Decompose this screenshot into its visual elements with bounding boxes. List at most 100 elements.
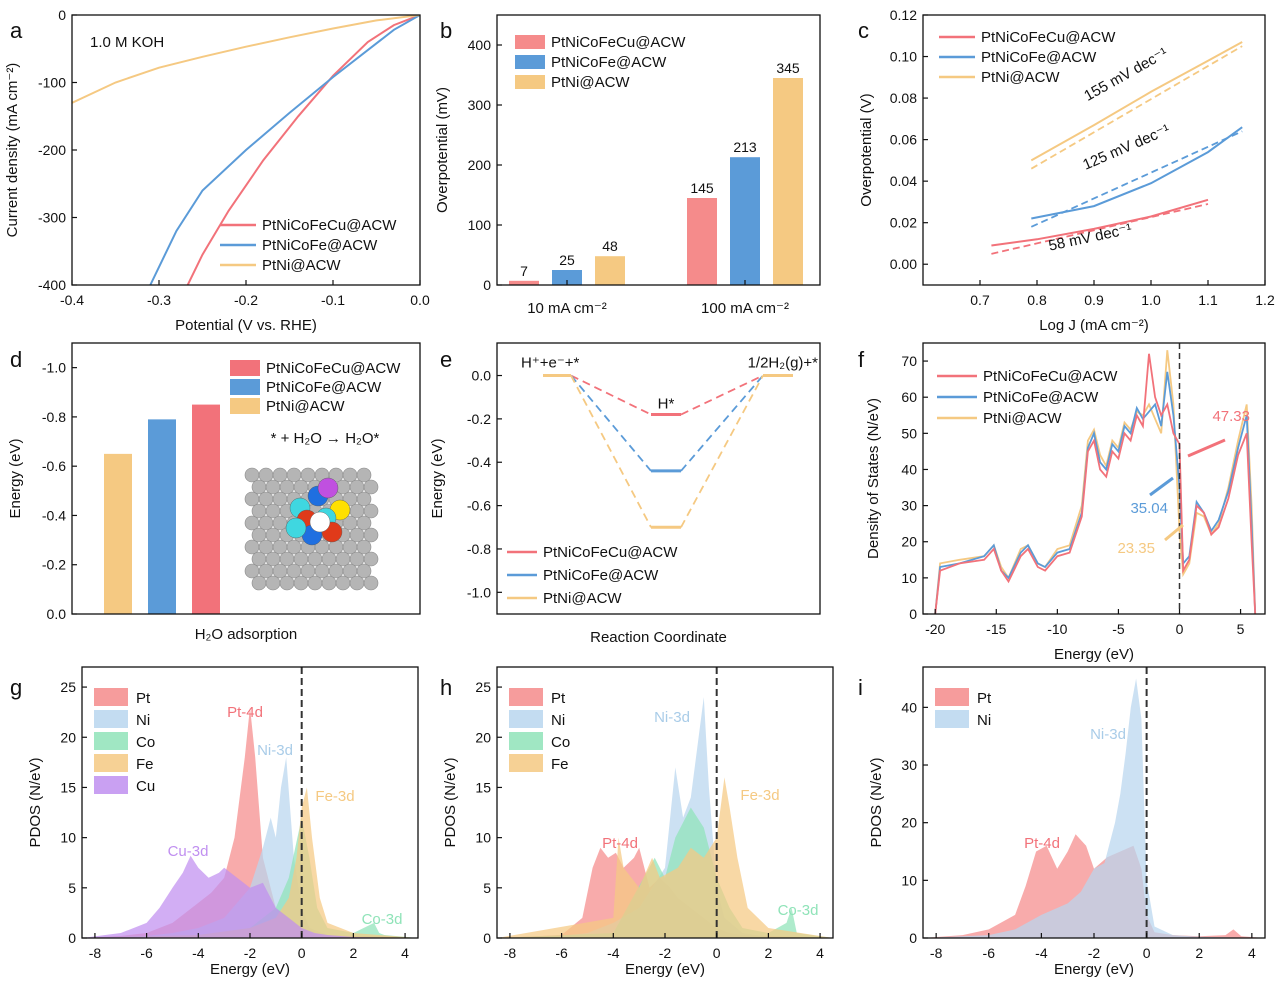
surface-atom [349, 575, 365, 591]
bar-value-label: 7 [520, 263, 528, 279]
y-tick-label: 0.12 [890, 7, 917, 23]
legend-label: Fe [136, 756, 154, 773]
legend-label: PtNiCoFeCu@ACW [543, 544, 678, 561]
surface-atom [272, 563, 288, 579]
fermi-value-label: 35.04 [1130, 500, 1168, 517]
surface-atom [363, 551, 379, 567]
y-tick-label: 0.10 [890, 49, 917, 65]
legend-swatch-Ni [509, 710, 543, 728]
surface-atom [272, 539, 288, 555]
bar-PtNiCoFe@ACW-0 [552, 270, 582, 285]
surface-atom [251, 503, 267, 519]
legend-label: PtNiCoFeCu@ACW [983, 368, 1118, 385]
bar-PtNi@ACW [104, 453, 132, 614]
y-tick-label: 60 [901, 389, 917, 405]
y-tick-label: 0.08 [890, 90, 917, 106]
surface-atom [363, 479, 379, 495]
y-tick-label: 0.00 [890, 256, 917, 272]
y-tick-label: 40 [901, 461, 917, 477]
x-axis-label: Log J (mA cm⁻²) [1039, 317, 1149, 334]
tafel-fit-PtNiCoFe@ACW [1030, 130, 1243, 228]
y-tick-label: 20 [475, 729, 491, 745]
surface-atom [265, 503, 281, 519]
x-tick-label: -6 [555, 945, 568, 961]
pdos-area-Pt [82, 707, 418, 938]
surface-atom [356, 491, 372, 507]
surface-atom [328, 563, 344, 579]
tafel-line-PtNi@ACW [1030, 41, 1243, 162]
y-axis-label: Overpotential (V) [858, 93, 875, 206]
state-label: H⁺+e⁻+* [521, 355, 580, 372]
legend-swatch-Co [509, 732, 543, 750]
y-tick-label: 25 [60, 679, 76, 695]
panel-label-e: e [440, 347, 452, 372]
legend-label: Ni [551, 712, 565, 729]
y-tick-label: 0 [909, 930, 917, 946]
surface-atom [279, 479, 295, 495]
x-tick-label: 0.0 [410, 292, 430, 308]
surface-atom [251, 551, 267, 567]
tafel-fit-PtNi@ACW [1030, 45, 1243, 170]
fermi-value-label: 23.35 [1117, 540, 1155, 557]
surface-atom [258, 515, 274, 531]
surface-atom [265, 527, 281, 543]
surface-atom [335, 551, 351, 567]
cluster-atom [309, 511, 331, 533]
y-tick-label: -0.8 [42, 409, 66, 425]
x-tick-label: -4 [1035, 945, 1048, 961]
x-tick-label: 0 [298, 945, 306, 961]
tafel-slope-label: 58 mV dec⁻¹ [1047, 221, 1133, 255]
x-tick-label: -5 [1112, 621, 1125, 637]
peak-label-Ni: Ni-3d [654, 709, 690, 726]
y-tick-label: 50 [901, 425, 917, 441]
energy-connector-PtNiCoFeCu@ACW [570, 374, 652, 416]
legend-label: Fe [551, 756, 569, 773]
x-tick-label: -8 [504, 945, 517, 961]
legend-label: PtNi@ACW [543, 590, 622, 607]
fermi-arrow [1164, 523, 1184, 542]
x-tick-label: -0.2 [234, 292, 258, 308]
fermi-value-label: 47.33 [1212, 408, 1250, 425]
y-tick-label: 40 [901, 699, 917, 715]
surface-atom [286, 539, 302, 555]
y-tick-label: 0.0 [47, 606, 67, 622]
x-tick-label: -15 [986, 621, 1006, 637]
x-tick-label: -2 [1088, 945, 1101, 961]
surface-atom [349, 479, 365, 495]
y-tick-label: -1.0 [42, 360, 66, 376]
annotation-electrolyte: 1.0 M KOH [90, 34, 164, 51]
tafel-line-PtNiCoFeCu@ACW [991, 198, 1209, 247]
plot-frame-d [71, 342, 421, 615]
y-axis-label: Current density (mA cm⁻²) [4, 63, 21, 238]
surface-atom [279, 551, 295, 567]
x-tick-label: 4 [401, 945, 409, 961]
x-axis-label: Energy (eV) [1054, 961, 1134, 978]
dos-line-PtNiCoFe@ACW [934, 371, 1257, 615]
y-tick-label: 25 [475, 679, 491, 695]
peak-label-Pt: Pt-4d [227, 704, 263, 721]
surface-atom [258, 467, 274, 483]
y-tick-label: 10 [901, 570, 917, 586]
dos-line-PtNiCoFeCu@ACW [934, 353, 1257, 615]
surface-atom [335, 575, 351, 591]
y-tick-label: 20 [901, 815, 917, 831]
peak-label-Ni: Ni-3d [1090, 726, 1126, 743]
x-tick-label: -4 [192, 945, 205, 961]
y-tick-label: -0.8 [467, 541, 491, 557]
surface-atom [244, 467, 260, 483]
bar-value-label: 145 [690, 180, 714, 196]
x-tick-label: 0.7 [970, 292, 990, 308]
surface-atom [265, 575, 281, 591]
x-tick-label: 5 [1237, 621, 1245, 637]
x-tick-label: 2 [1195, 945, 1203, 961]
y-tick-label: -100 [38, 75, 66, 91]
legend-swatch-Pt [509, 688, 543, 706]
surface-atom [321, 575, 337, 591]
y-tick-label: 30 [901, 498, 917, 514]
panel-label-a: a [10, 18, 23, 43]
x-tick-label: 0.9 [1084, 292, 1104, 308]
surface-atom [251, 527, 267, 543]
legend-label: PtNiCoFe@ACW [266, 379, 382, 396]
y-axis-label: PDOS (N/eV) [868, 757, 885, 847]
